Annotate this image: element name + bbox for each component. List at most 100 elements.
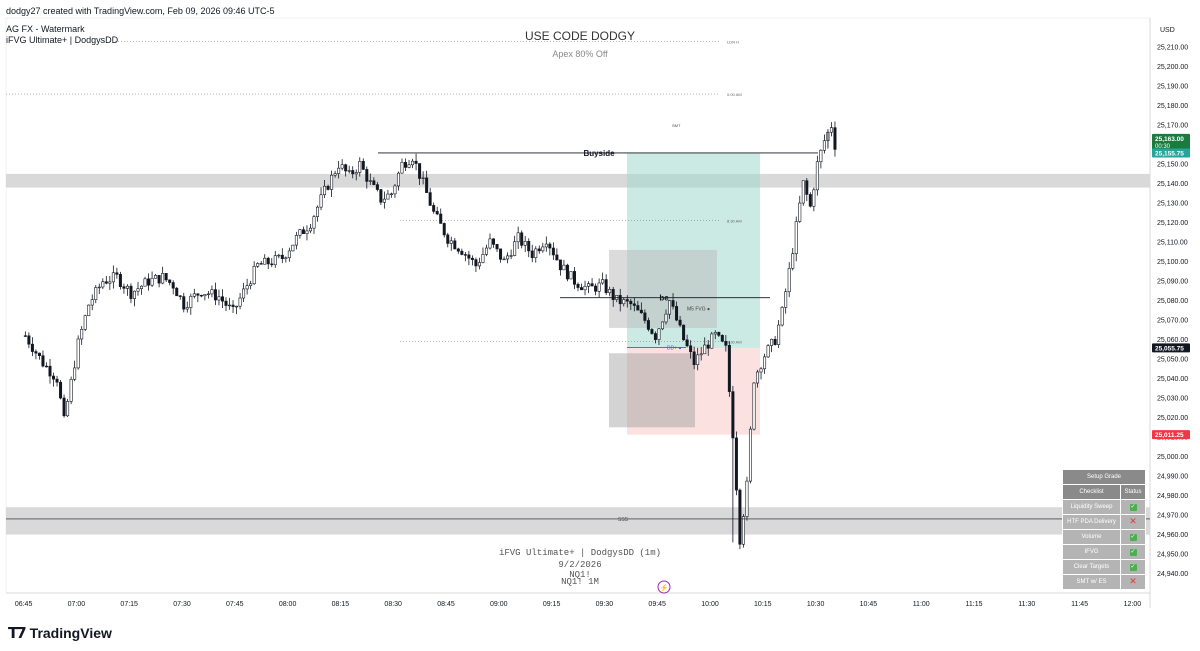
candle-body <box>453 240 457 250</box>
candle-body <box>766 345 770 358</box>
candle-body <box>326 185 330 190</box>
grade-row-label: SMT w/ ES <box>1062 574 1121 590</box>
x-tick-label: 11:30 <box>1018 601 1035 608</box>
candle-body <box>115 272 119 275</box>
candle-body <box>597 282 601 292</box>
candle-body <box>671 300 675 307</box>
candle-body <box>231 304 235 307</box>
x-tick-label: 08:30 <box>384 601 402 608</box>
candle-body <box>801 180 805 204</box>
candle-body <box>425 177 429 193</box>
candle-body <box>220 296 224 302</box>
tradingview-logo[interactable]: T7 TradingView <box>8 624 112 642</box>
resistance-zone <box>6 173 1150 188</box>
session-label: 0:00 AM <box>727 92 742 97</box>
currency-label: USD <box>1160 27 1175 34</box>
candle-body <box>154 275 158 279</box>
candle-body <box>351 170 355 175</box>
candle-body <box>646 320 650 330</box>
candle-body <box>477 262 481 267</box>
x-tick-label: 10:30 <box>807 601 825 608</box>
candle-body <box>805 180 809 195</box>
candle-body <box>104 281 108 284</box>
candle-body <box>685 339 689 347</box>
price-tag-label: 25,011.25 <box>1155 432 1184 439</box>
candle-body <box>544 243 548 248</box>
y-tick-label: 25,110.00 <box>1157 240 1188 247</box>
check-icon: ✓ <box>1120 559 1146 575</box>
x-tick-label: 07:45 <box>226 601 244 608</box>
x-tick-label: 08:15 <box>332 601 350 608</box>
candle-body <box>224 300 228 306</box>
candle-body <box>249 283 253 286</box>
candle-body <box>111 272 115 283</box>
candle-body <box>537 248 541 252</box>
candle-body <box>650 329 654 334</box>
candle-body <box>400 162 404 174</box>
candle-body <box>213 289 217 301</box>
candle-body <box>770 338 774 346</box>
candle-body <box>463 254 467 256</box>
candle-body <box>217 296 221 301</box>
m5-fvg-box <box>609 249 717 328</box>
candle-body <box>724 341 728 346</box>
candle-body <box>386 193 390 200</box>
candle-body <box>720 335 724 342</box>
candle-body <box>527 241 531 252</box>
candle-body <box>636 305 640 311</box>
x-tick-label: 10:45 <box>860 601 878 608</box>
candle-body <box>30 343 34 352</box>
candle-body <box>756 371 760 384</box>
y-tick-label: 25,040.00 <box>1157 376 1188 383</box>
candle-body <box>382 198 386 203</box>
candle-body <box>622 299 626 305</box>
tradingview-logo-icon: T7 <box>8 624 27 642</box>
candle-body <box>164 273 168 281</box>
candle-body <box>301 229 305 234</box>
candle-body <box>706 344 710 349</box>
price-tag-label: 25,055.75 <box>1155 345 1184 352</box>
candle-body <box>330 174 334 190</box>
candle-body <box>59 381 63 399</box>
candle-body <box>319 194 323 208</box>
candle-body <box>558 259 562 271</box>
y-tick-label: 24,980.00 <box>1157 493 1188 500</box>
bottom-watermark-line4: NQ1! 1M <box>561 577 599 587</box>
candle-body <box>37 352 41 357</box>
candle-body <box>618 295 622 305</box>
x-tick-label: 08:45 <box>437 601 455 608</box>
y-tick-label: 25,090.00 <box>1157 279 1188 286</box>
candle-body <box>136 288 140 292</box>
candle-body <box>815 161 819 191</box>
candle-body <box>344 164 348 172</box>
candle-body <box>572 271 576 285</box>
candle-body <box>83 315 87 330</box>
y-tick-label: 25,120.00 <box>1157 220 1188 227</box>
candle-body <box>55 378 59 383</box>
candle-body <box>555 254 559 261</box>
plot-frame <box>5 17 1151 594</box>
x-tick-label: 09:15 <box>543 601 561 608</box>
y-tick-label: 24,940.00 <box>1157 571 1188 578</box>
candle-body <box>484 247 488 255</box>
candle-body <box>358 161 362 173</box>
candle-body <box>411 160 415 166</box>
candle-body <box>192 293 196 297</box>
candle-body <box>692 351 696 365</box>
bottom-watermark-line3: NQ1! <box>569 570 591 580</box>
candle-body <box>696 354 700 365</box>
y-tick-label: 25,020.00 <box>1157 415 1188 422</box>
price-tag <box>1152 133 1190 150</box>
dd-plus-label: DD+ ● <box>667 345 682 351</box>
candle-body <box>499 248 503 260</box>
candle-body <box>203 294 207 297</box>
candle-body <box>199 294 203 297</box>
candle-body <box>562 264 566 271</box>
indicator-title[interactable]: iFVG Ultimate+ | DodgysDD <box>6 35 119 45</box>
candle-body <box>780 307 784 326</box>
candle-body <box>710 333 714 349</box>
price-tag-countdown: 00:30 <box>1155 144 1171 150</box>
candle-body <box>611 289 615 300</box>
candle-body <box>143 278 147 287</box>
